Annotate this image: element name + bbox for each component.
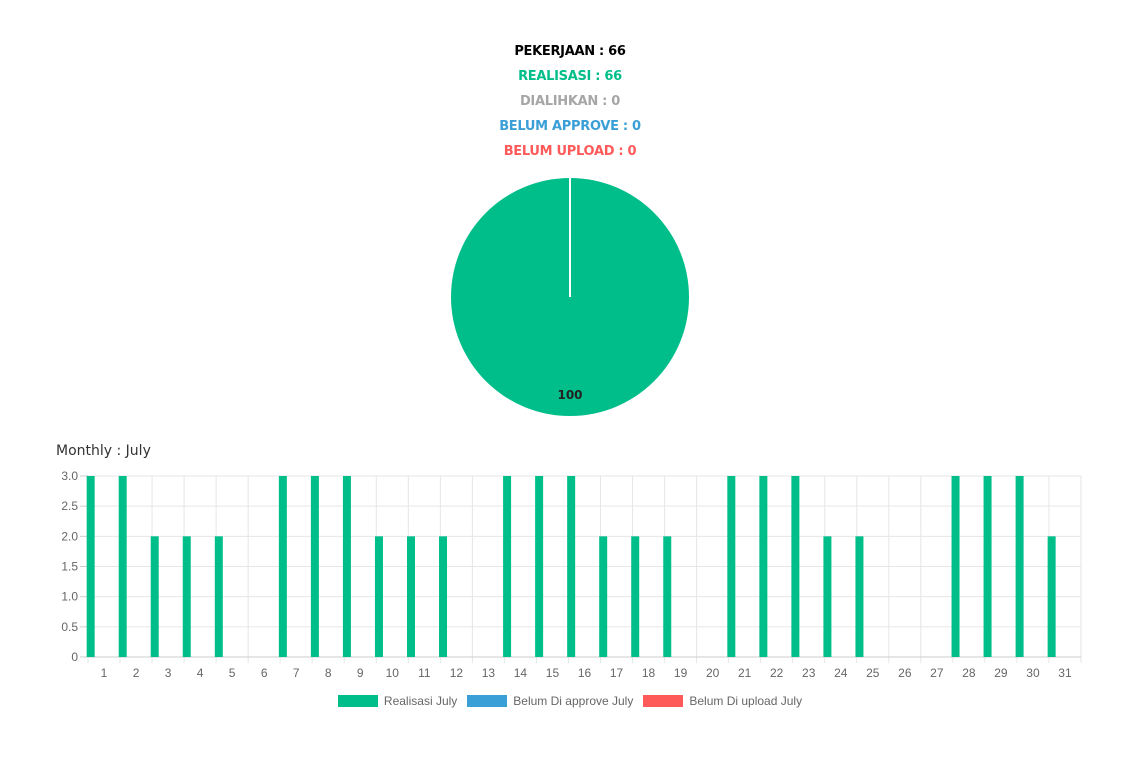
legend-item-belum-approve[interactable]: Belum Di approve July (467, 694, 633, 708)
x-tick-label: 2 (133, 666, 140, 680)
x-tick-label: 19 (674, 666, 688, 680)
x-tick-label: 3 (165, 666, 172, 680)
y-tick-label: 0.5 (61, 620, 78, 634)
x-tick-label: 6 (261, 666, 268, 680)
legend-label-belum-approve: Belum Di approve July (513, 694, 634, 708)
bar-realisasi-july[interactable] (631, 536, 640, 657)
x-tick-label: 11 (418, 666, 431, 680)
bar-realisasi-july[interactable] (278, 476, 287, 657)
bar-realisasi-july[interactable] (951, 476, 960, 657)
pie-chart[interactable]: 100 (440, 170, 700, 430)
bar-realisasi-july[interactable] (535, 476, 544, 657)
realisasi-total: REALISASI : 66 (518, 69, 622, 84)
x-tick-label: 24 (834, 666, 848, 680)
x-tick-label: 17 (610, 666, 624, 680)
belum-upload-total: BELUM UPLOAD : 0 (503, 144, 637, 159)
bar-realisasi-july[interactable] (823, 536, 832, 657)
pekerjaan-total: PEKERJAAN : 66 (514, 44, 626, 59)
bar-realisasi-july[interactable] (567, 476, 576, 657)
legend-swatch-realisasi (337, 695, 378, 707)
x-tick-label: 28 (962, 666, 976, 680)
bar-realisasi-july[interactable] (599, 536, 608, 657)
bar-realisasi-july[interactable] (214, 536, 223, 657)
bar-realisasi-july[interactable] (439, 536, 448, 657)
x-tick-label: 7 (293, 666, 300, 680)
legend-label-belum-upload: Belum Di upload July (689, 694, 803, 708)
y-tick-label: 1.5 (61, 560, 78, 574)
x-tick-label: 8 (325, 666, 332, 680)
chart-legend: Realisasi July Belum Di approve July Bel… (0, 694, 1140, 708)
bar-realisasi-july[interactable] (118, 476, 127, 657)
x-tick-label: 22 (770, 666, 784, 680)
bar-realisasi-july[interactable] (1015, 476, 1024, 657)
x-tick-label: 13 (482, 666, 496, 680)
x-tick-label: 20 (706, 666, 720, 680)
bar-realisasi-july[interactable] (791, 476, 800, 657)
x-tick-label: 29 (994, 666, 1008, 680)
bar-realisasi-july[interactable] (503, 476, 512, 657)
legend-swatch-belum-approve (467, 695, 508, 707)
dialihkan-total: DIALIHKAN : 0 (519, 94, 621, 109)
x-tick-label: 30 (1026, 666, 1040, 680)
y-tick-label: 2.5 (61, 499, 78, 513)
bar-realisasi-july[interactable] (759, 476, 768, 657)
x-tick-label: 18 (642, 666, 656, 680)
x-tick-label: 4 (197, 666, 204, 680)
bar-realisasi-july[interactable] (1047, 536, 1056, 657)
monthly-chart-title: Monthly : July (56, 443, 151, 459)
x-tick-label: 9 (357, 666, 364, 680)
x-tick-label: 21 (738, 666, 752, 680)
x-tick-label: 12 (450, 666, 464, 680)
legend-label-realisasi: Realisasi July (383, 694, 458, 708)
grid (80, 475, 1082, 663)
x-tick-label: 14 (514, 666, 528, 680)
bar-realisasi-july[interactable] (342, 476, 351, 657)
y-tick-label: 2.0 (61, 529, 78, 543)
x-tick-label: 15 (546, 666, 560, 680)
bar-realisasi-july[interactable] (855, 536, 864, 657)
y-tick-label: 1.0 (61, 590, 78, 604)
bar-realisasi-july[interactable] (374, 536, 383, 657)
x-tick-label: 23 (802, 666, 816, 680)
x-tick-label: 31 (1058, 666, 1072, 680)
legend-item-realisasi[interactable]: Realisasi July (337, 694, 458, 708)
pie-data-label: 100 (557, 388, 582, 402)
legend-swatch-belum-upload (643, 695, 684, 707)
x-tick-label: 5 (229, 666, 236, 680)
x-tick-label: 1 (101, 666, 108, 680)
x-tick-label: 10 (386, 666, 400, 680)
summary-panel: PEKERJAAN : 66 REALISASI : 66 DIALIHKAN … (0, 42, 1140, 167)
bar-realisasi-july[interactable] (727, 476, 736, 657)
bar-realisasi-july[interactable] (983, 476, 992, 657)
y-tick-label: 0 (71, 650, 78, 664)
bar-realisasi-july[interactable] (663, 536, 672, 657)
y-tick-label: 3.0 (61, 469, 78, 483)
monthly-bar-chart[interactable]: 00.51.01.52.02.53.01 2 3 4 5 6 7 8 9 10 11 12 13 14 15… (0, 460, 1140, 690)
bar-realisasi-july[interactable] (310, 476, 319, 657)
legend-item-belum-upload[interactable]: Belum Di upload July (643, 694, 802, 708)
x-tick-label: 26 (898, 666, 912, 680)
x-tick-label: 27 (930, 666, 944, 680)
bar-realisasi-july[interactable] (406, 536, 415, 657)
bar-realisasi-july[interactable] (182, 536, 191, 657)
belum-approve-total: BELUM APPROVE : 0 (499, 119, 641, 134)
bar-realisasi-july[interactable] (150, 536, 159, 657)
bar-realisasi-july[interactable] (86, 476, 95, 657)
x-tick-label: 16 (578, 666, 592, 680)
x-tick-label: 25 (866, 666, 880, 680)
